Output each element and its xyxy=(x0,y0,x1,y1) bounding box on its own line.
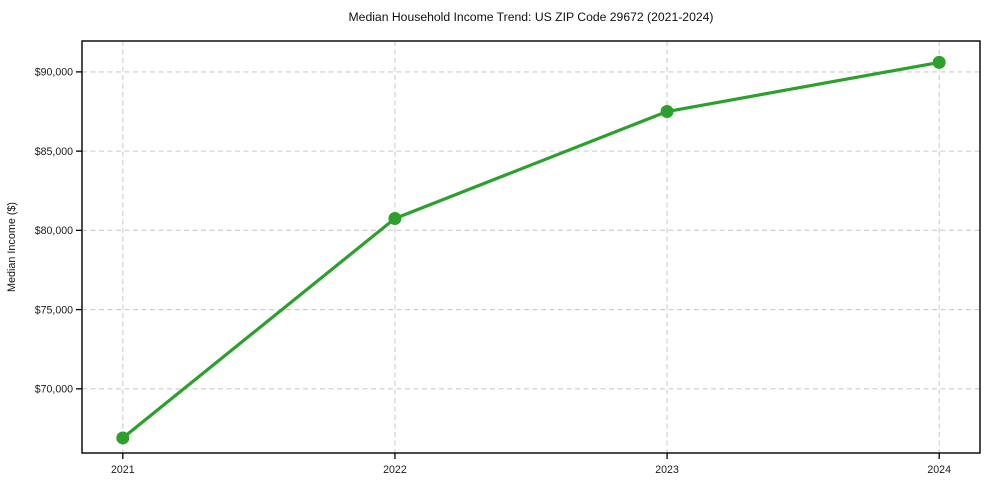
y-axis-label: Median Income ($) xyxy=(6,202,18,292)
data-point-2022 xyxy=(388,211,402,225)
x-tick-label: 2021 xyxy=(111,464,135,476)
y-tick-label: $70,000 xyxy=(35,384,73,396)
y-tick-label: $90,000 xyxy=(35,67,73,79)
plot-area: 2021 2022 2023 2024 $70,000 $75,000 $80,000 $85… xyxy=(35,40,981,476)
x-tick-label: 2023 xyxy=(655,464,679,476)
x-tick-label: 2022 xyxy=(383,464,407,476)
chart-title: Median Household Income Trend: US ZIP Co… xyxy=(349,10,714,24)
y-tick-label: $85,000 xyxy=(35,146,73,158)
data-point-2023 xyxy=(660,105,674,119)
data-point-2021 xyxy=(116,431,130,445)
y-tick-label: $80,000 xyxy=(35,225,73,237)
data-point-2024 xyxy=(932,55,946,69)
plot-border xyxy=(81,40,981,454)
x-tick-label: 2024 xyxy=(927,464,951,476)
trend-line xyxy=(121,60,941,440)
y-tick-label: $75,000 xyxy=(35,304,73,316)
